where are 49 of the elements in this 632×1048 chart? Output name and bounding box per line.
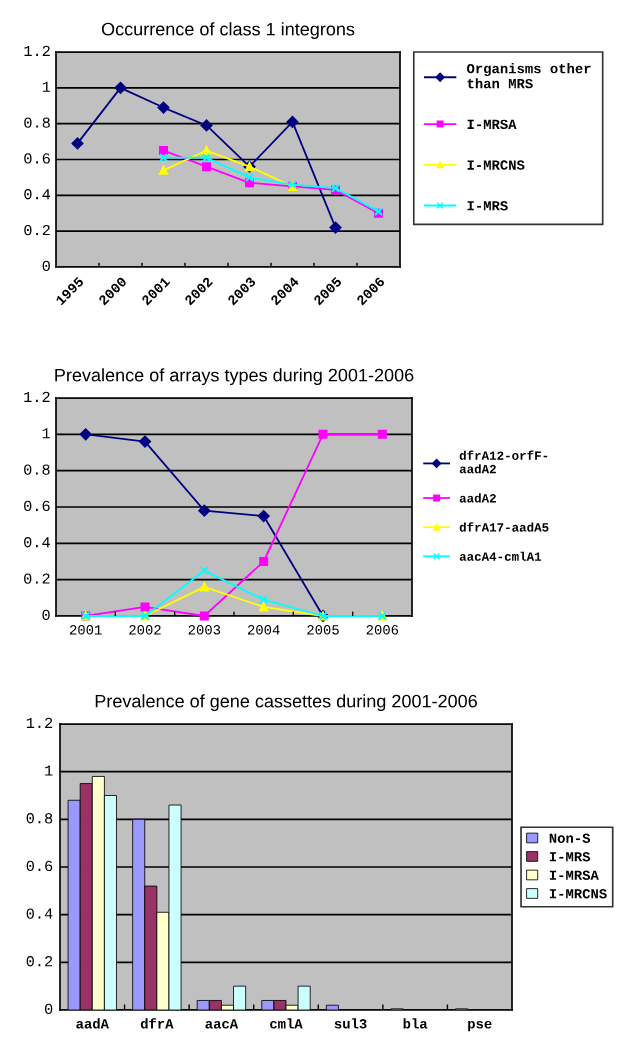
- x-tick-label: 2003: [188, 625, 221, 635]
- legend-label: aacA4-cmlA1: [459, 551, 542, 561]
- y-tick-label: 0.6: [24, 500, 50, 512]
- x-tick-label: 2006: [366, 625, 399, 635]
- y-tick-label: 1.2: [26, 717, 53, 728]
- y-tick-label: 0.6: [24, 153, 50, 164]
- legend-label: I-MRCNS: [467, 160, 525, 170]
- y-tick-label: 0.2: [24, 224, 50, 236]
- x-tick-label: aadA: [76, 1018, 109, 1029]
- legend-label: I-MRSA: [467, 119, 517, 130]
- y-tick-label: 0.4: [24, 537, 50, 548]
- y-tick-label: 0.8: [24, 117, 50, 128]
- x-tick-label: 2005: [307, 625, 339, 635]
- x-tick-label: sul3: [334, 1018, 367, 1029]
- legend-label: Non-S: [549, 833, 591, 843]
- legend-label: dfrA12-orfF- aadA2: [459, 450, 548, 474]
- chart-title: Prevalence of arrays types during 2001-2006: [55, 368, 414, 386]
- y-tick-label: 1.2: [24, 45, 50, 56]
- y-tick-label: 0: [42, 260, 50, 272]
- y-tick-label: 0.8: [26, 813, 53, 824]
- y-tick-label: 0.4: [26, 908, 53, 919]
- y-tick-label: 1: [42, 81, 51, 92]
- x-tick-label: aacA: [205, 1019, 239, 1029]
- y-tick-label: 0: [42, 609, 50, 621]
- legend-label: dfrA17-aadA5: [459, 522, 549, 532]
- y-tick-label: 0: [44, 1003, 53, 1015]
- y-tick-label: 0.8: [24, 464, 50, 475]
- y-tick-label: 1: [45, 765, 53, 776]
- x-tick-label: 2001: [69, 625, 102, 635]
- x-tick-label: 2002: [129, 625, 161, 635]
- y-tick-label: 1.2: [24, 391, 50, 402]
- y-tick-label: 0.6: [26, 860, 53, 872]
- x-tick-label: 2004: [247, 625, 280, 635]
- legend-label: Organisms other than MRS: [467, 63, 591, 89]
- y-tick-label: 0.4: [24, 189, 51, 200]
- y-tick-label: 0.2: [24, 573, 50, 584]
- x-tick-label: dfrA: [140, 1018, 174, 1029]
- x-tick-label: cmlA: [270, 1018, 303, 1029]
- x-tick-label: bla: [403, 1018, 428, 1029]
- legend-label: I-MRCNS: [549, 889, 607, 899]
- y-tick-label: 1: [42, 428, 50, 439]
- legend-label: aadA2: [459, 493, 496, 503]
- chart-title: Prevalence of gene cassettes during 2001-2006: [95, 694, 477, 712]
- y-tick-label: 0.2: [26, 956, 53, 967]
- legend-label: I-MRS: [549, 852, 591, 862]
- legend-label: I-MRSA: [549, 870, 599, 880]
- legend-label: I-MRS: [467, 201, 508, 211]
- chart-title: Occurrence of class 1 integrons: [101, 22, 355, 40]
- x-tick-label: pse: [468, 1020, 492, 1032]
